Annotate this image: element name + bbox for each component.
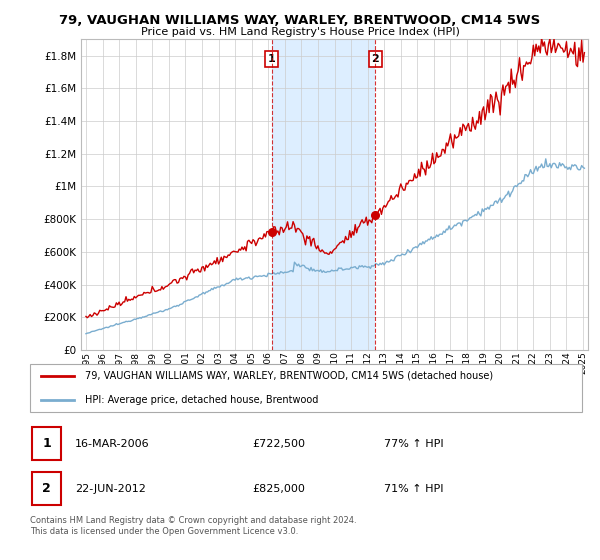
Text: 2: 2 bbox=[371, 54, 379, 64]
Text: £722,500: £722,500 bbox=[252, 439, 305, 449]
FancyBboxPatch shape bbox=[32, 427, 61, 460]
Text: 79, VAUGHAN WILLIAMS WAY, WARLEY, BRENTWOOD, CM14 5WS (detached house): 79, VAUGHAN WILLIAMS WAY, WARLEY, BRENTW… bbox=[85, 371, 493, 381]
Text: 16-MAR-2006: 16-MAR-2006 bbox=[75, 439, 149, 449]
FancyBboxPatch shape bbox=[30, 364, 582, 412]
FancyBboxPatch shape bbox=[32, 472, 61, 505]
Text: Price paid vs. HM Land Registry's House Price Index (HPI): Price paid vs. HM Land Registry's House … bbox=[140, 27, 460, 37]
Text: 22-JUN-2012: 22-JUN-2012 bbox=[75, 484, 146, 493]
Text: £825,000: £825,000 bbox=[252, 484, 305, 493]
Text: 1: 1 bbox=[42, 437, 51, 450]
Bar bbox=[272, 39, 376, 350]
Text: 1: 1 bbox=[268, 54, 275, 64]
Text: Contains HM Land Registry data © Crown copyright and database right 2024.
This d: Contains HM Land Registry data © Crown c… bbox=[30, 516, 356, 536]
Text: 79, VAUGHAN WILLIAMS WAY, WARLEY, BRENTWOOD, CM14 5WS: 79, VAUGHAN WILLIAMS WAY, WARLEY, BRENTW… bbox=[59, 14, 541, 27]
Text: 77% ↑ HPI: 77% ↑ HPI bbox=[384, 439, 443, 449]
Text: HPI: Average price, detached house, Brentwood: HPI: Average price, detached house, Bren… bbox=[85, 395, 319, 405]
Text: 71% ↑ HPI: 71% ↑ HPI bbox=[384, 484, 443, 493]
Text: 2: 2 bbox=[42, 482, 51, 495]
